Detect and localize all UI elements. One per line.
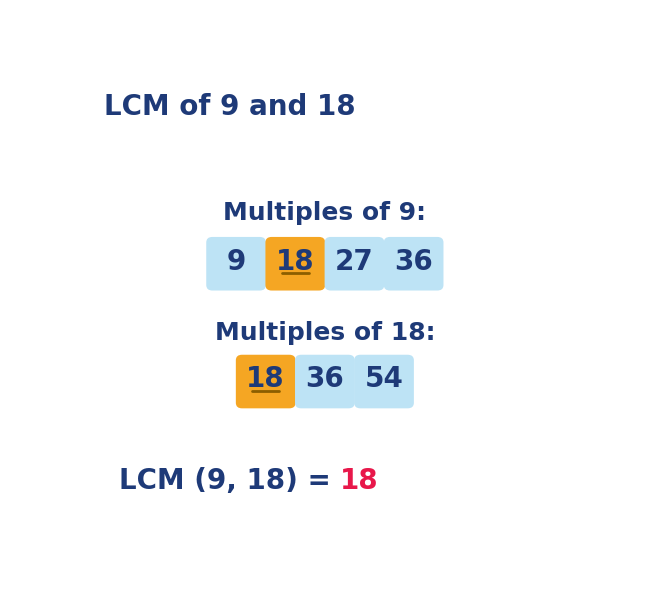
FancyBboxPatch shape — [295, 355, 355, 409]
Text: LCM (9, 18) =: LCM (9, 18) = — [119, 467, 341, 495]
FancyBboxPatch shape — [236, 355, 295, 409]
Text: 18: 18 — [276, 248, 315, 275]
Text: Multiples of 9:: Multiples of 9: — [223, 201, 426, 225]
FancyBboxPatch shape — [207, 237, 266, 290]
FancyBboxPatch shape — [325, 237, 384, 290]
Text: Multiples of 18:: Multiples of 18: — [214, 321, 435, 345]
Text: 36: 36 — [305, 365, 344, 394]
Text: 36: 36 — [394, 248, 433, 275]
Text: 27: 27 — [335, 248, 374, 275]
Text: 9: 9 — [226, 248, 246, 275]
Text: 18: 18 — [246, 365, 285, 394]
FancyBboxPatch shape — [266, 237, 325, 290]
Text: 54: 54 — [365, 365, 404, 394]
FancyBboxPatch shape — [384, 237, 444, 290]
Text: 18: 18 — [341, 467, 379, 495]
Text: LCM of 9 and 18: LCM of 9 and 18 — [104, 93, 355, 121]
FancyBboxPatch shape — [354, 355, 414, 409]
